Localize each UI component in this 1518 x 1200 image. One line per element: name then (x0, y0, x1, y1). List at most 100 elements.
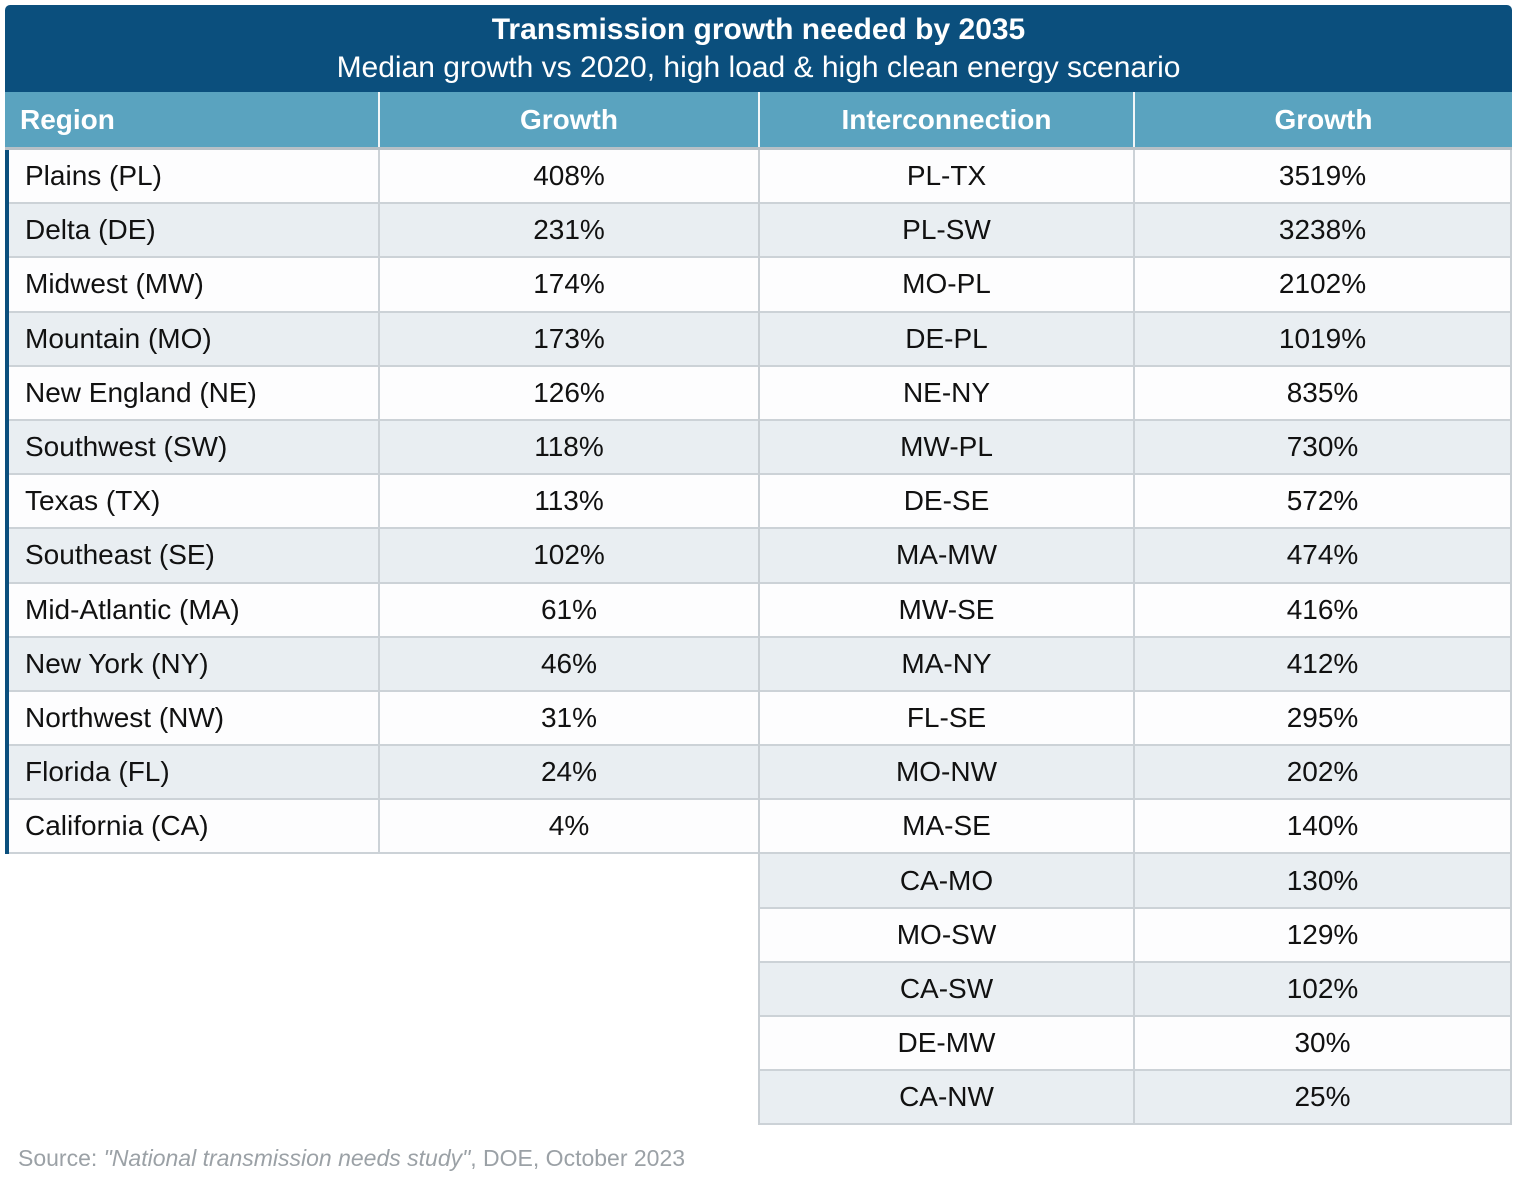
growth-cell: 1019% (1133, 312, 1510, 365)
table-row: MW-PL 730% (760, 420, 1510, 476)
table-row: FL-SE 295% (760, 691, 1510, 747)
region-cell: Plains (PL) (25, 160, 162, 192)
table-row: New York (NY) 46% (9, 637, 758, 692)
region-cell: Delta (DE) (25, 214, 156, 246)
table-row: Delta (DE) 231% (9, 204, 758, 259)
interconnection-cell: FL-SE (906, 701, 987, 733)
table-row: MW-SE 416% (760, 583, 1510, 638)
region-cell: Southeast (SE) (25, 539, 215, 571)
interconnection-table: PL-TX 3519% PL-SW 3238% MO-PL 2102% DE-P… (758, 150, 1512, 1126)
growth-cell: 46% (378, 637, 758, 690)
table-row: Plains (PL) 408% (9, 150, 758, 205)
table-row: Mountain (MO) 173% (9, 312, 758, 367)
growth-cell: 61% (378, 583, 758, 636)
table-row: DE-MW 30% (760, 1017, 1510, 1072)
growth-cell: 202% (1133, 746, 1510, 799)
growth-cell: 30% (1133, 1017, 1510, 1070)
region-cell: Northwest (NW) (25, 701, 225, 733)
interconnection-cell: PL-SW (902, 214, 991, 246)
growth-cell: 24% (378, 746, 758, 799)
table-row: DE-SE 572% (760, 475, 1510, 530)
interconnection-cell: MA-MW (895, 539, 998, 571)
growth-cell: 31% (378, 691, 758, 745)
growth-cell: 4% (378, 800, 758, 853)
column-header-region: Region (20, 103, 115, 135)
table-row: MA-SE 140% (760, 800, 1510, 855)
table-row: PL-TX 3519% (760, 150, 1510, 205)
interconnection-cell: MA-NY (901, 647, 992, 679)
region-cell: Mountain (MO) (25, 322, 212, 354)
table-row: Southeast (SE) 102% (9, 529, 758, 584)
growth-cell: 3238% (1133, 204, 1510, 257)
growth-cell: 118% (378, 420, 758, 474)
table-row: CA-MO 130% (760, 854, 1510, 909)
interconnection-cell: CA-MO (899, 864, 994, 896)
table-row: CA-NW 25% (760, 1071, 1510, 1126)
growth-cell: 174% (378, 258, 758, 311)
region-table: Plains (PL) 408% Delta (DE) 231% Midwest… (5, 150, 758, 855)
source-prefix: Source: (18, 1145, 104, 1171)
growth-cell: 730% (1133, 420, 1510, 474)
column-header-interconnection: Interconnection (758, 92, 1133, 147)
growth-cell: 295% (1133, 691, 1510, 745)
growth-cell: 173% (378, 312, 758, 365)
growth-cell: 113% (378, 475, 758, 528)
region-cell: New York (NY) (25, 647, 209, 679)
table-row: PL-SW 3238% (760, 204, 1510, 259)
chart-subtitle: Median growth vs 2020, high load & high … (336, 51, 1181, 84)
table-row: MO-SW 129% (760, 908, 1510, 963)
table-row: MA-MW 474% (760, 529, 1510, 584)
growth-cell: 474% (1133, 529, 1510, 582)
table-row: Northwest (NW) 31% (9, 691, 758, 747)
region-cell: New England (NE) (25, 376, 257, 408)
interconnection-cell: CA-SW (899, 972, 994, 1004)
interconnection-cell: MW-SE (898, 593, 995, 625)
interconnection-cell: CA-NW (899, 1081, 994, 1113)
interconnection-cell: DE-SE (903, 485, 990, 517)
chart-title: Transmission growth needed by 2035 (491, 13, 1026, 46)
column-header-growth-right: Growth (1133, 92, 1512, 147)
growth-cell: 102% (1133, 962, 1510, 1015)
title-bar: Transmission growth needed by 2035 Media… (5, 5, 1512, 92)
growth-cell: 416% (1133, 583, 1510, 636)
region-cell: Mid-Atlantic (MA) (25, 593, 240, 625)
growth-cell: 126% (378, 366, 758, 419)
table-row: Southwest (SW) 118% (9, 420, 758, 476)
table-row: California (CA) 4% (9, 800, 758, 855)
source-suffix: , DOE, October 2023 (470, 1145, 686, 1171)
table-row: DE-PL 1019% (760, 312, 1510, 367)
region-cell: Texas (TX) (25, 485, 161, 517)
growth-cell: 3519% (1133, 150, 1510, 203)
interconnection-cell: MA-SE (902, 810, 991, 842)
growth-cell: 2102% (1133, 258, 1510, 311)
interconnection-cell: PL-TX (906, 160, 987, 192)
growth-cell: 835% (1133, 366, 1510, 419)
interconnection-cell: NE-NY (902, 376, 991, 408)
growth-cell: 130% (1133, 854, 1510, 907)
transmission-growth-table: Transmission growth needed by 2035 Media… (5, 5, 1512, 1126)
table-body: Plains (PL) 408% Delta (DE) 231% Midwest… (5, 150, 1512, 1126)
interconnection-cell: MW-PL (900, 431, 993, 463)
table-row: New England (NE) 126% (9, 366, 758, 421)
growth-cell: 25% (1133, 1071, 1510, 1124)
interconnection-cell: MO-SW (896, 918, 997, 950)
interconnection-cell: MO-PL (902, 268, 991, 300)
table-row: Texas (TX) 113% (9, 475, 758, 530)
table-row: CA-SW 102% (760, 962, 1510, 1017)
growth-cell: 572% (1133, 475, 1510, 528)
table-row: NE-NY 835% (760, 366, 1510, 421)
region-cell: Midwest (MW) (25, 268, 204, 300)
table-row: Mid-Atlantic (MA) 61% (9, 583, 758, 638)
table-row: Florida (FL) 24% (9, 746, 758, 801)
growth-cell: 408% (378, 150, 758, 203)
table-row: MO-PL 2102% (760, 258, 1510, 313)
interconnection-cell: DE-MW (897, 1027, 996, 1059)
table-row: MO-NW 202% (760, 746, 1510, 801)
growth-cell: 231% (378, 204, 758, 257)
growth-cell: 412% (1133, 637, 1510, 690)
interconnection-cell: MO-NW (895, 756, 998, 788)
growth-cell: 129% (1133, 908, 1510, 961)
table-row: MA-NY 412% (760, 637, 1510, 692)
column-header-row: Region Growth Interconnection Growth (5, 92, 1512, 150)
region-cell: California (CA) (25, 810, 209, 842)
